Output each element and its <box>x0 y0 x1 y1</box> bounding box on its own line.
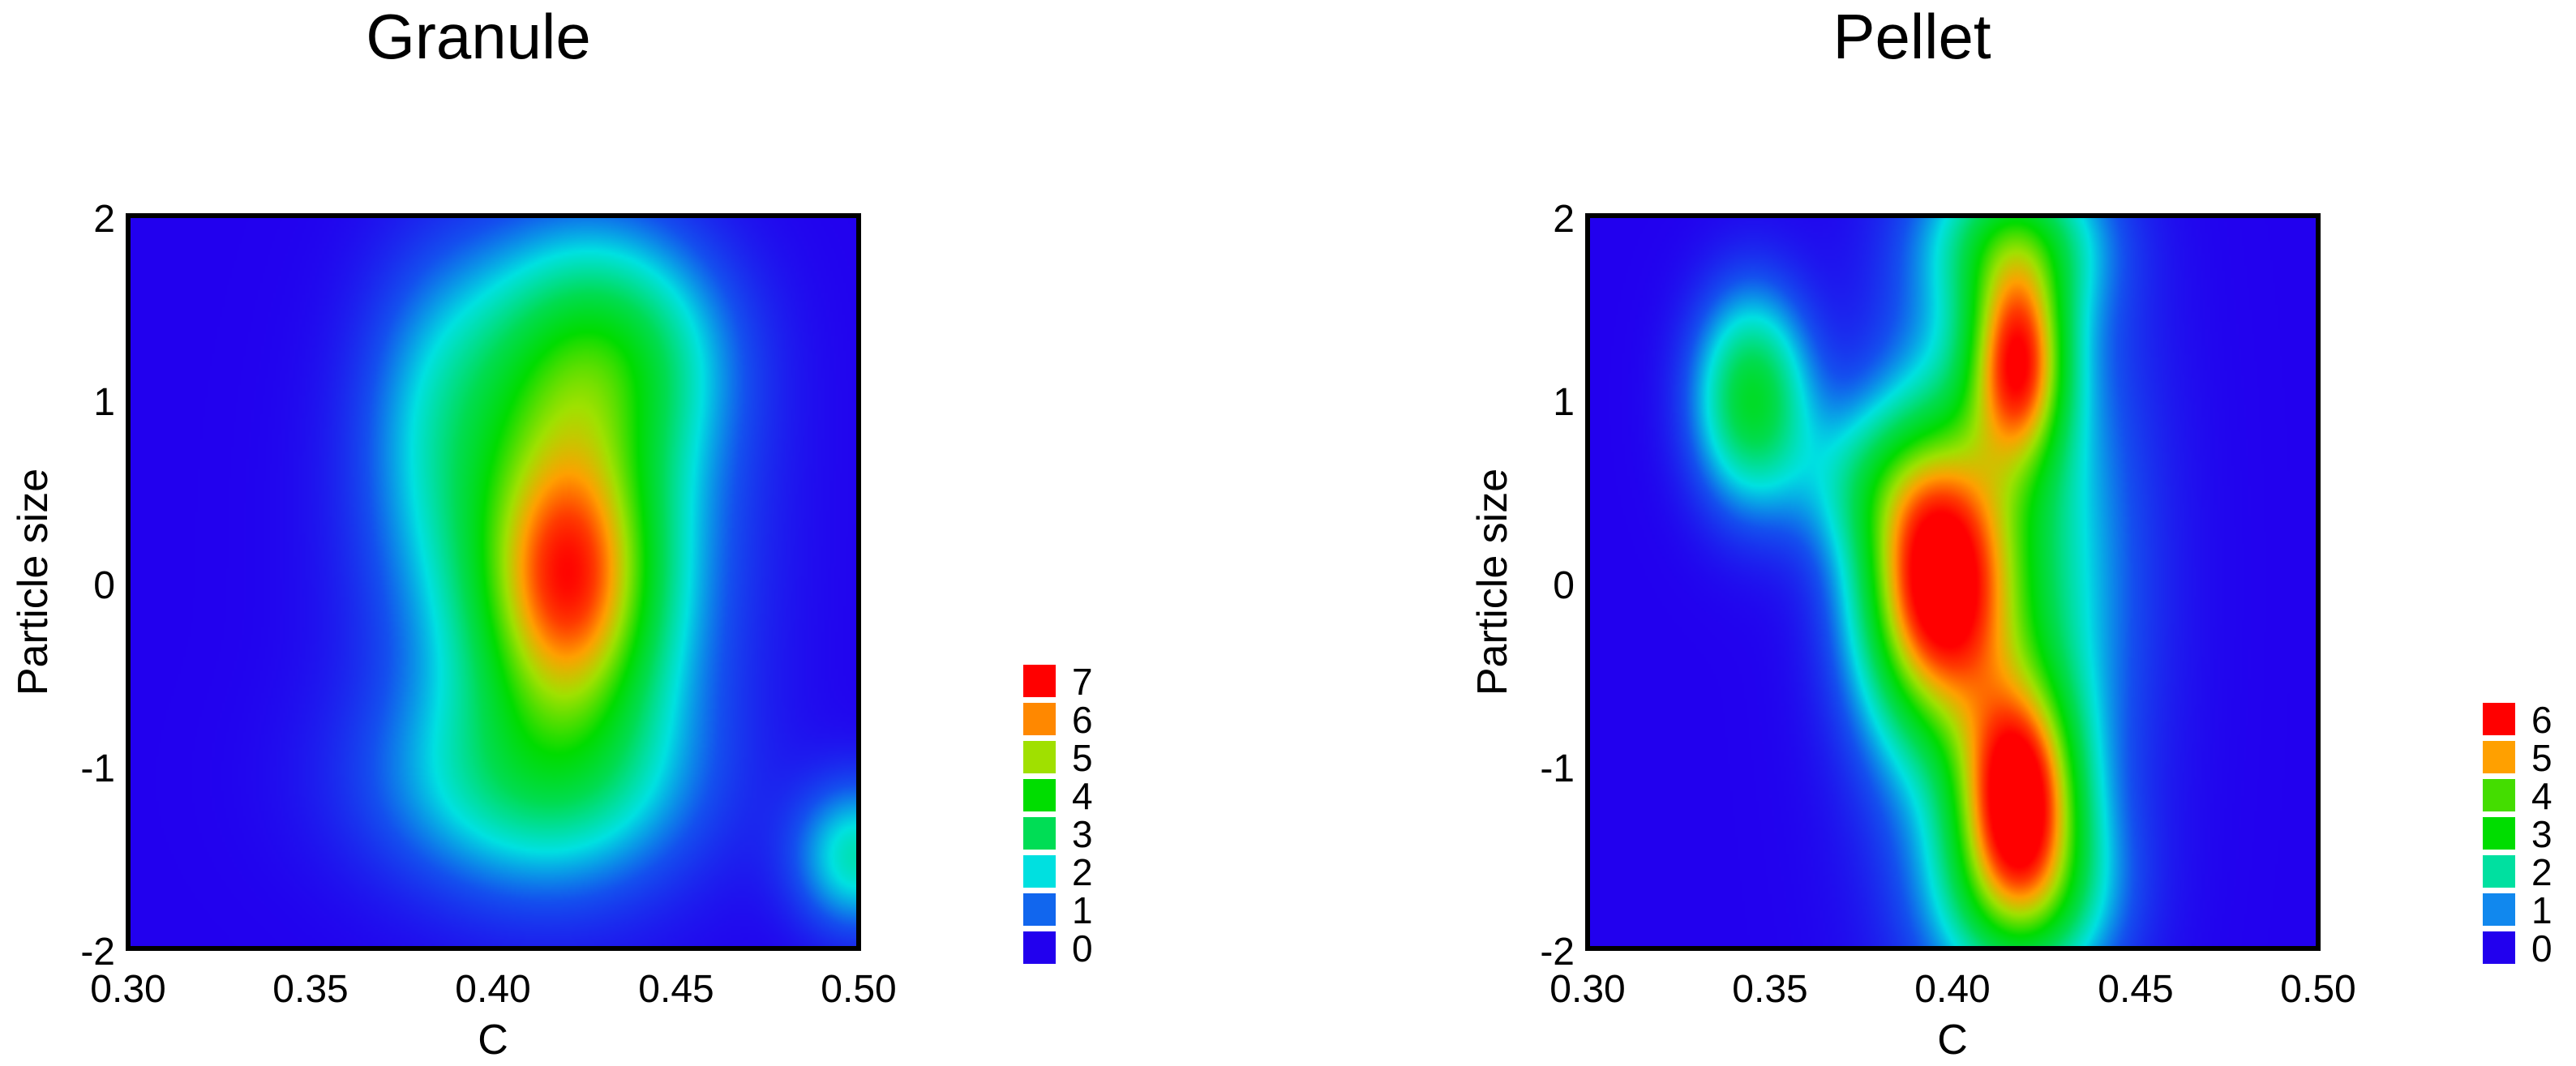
legend-label: 0 <box>1072 927 1093 970</box>
granule-title: Granule <box>366 1 591 72</box>
legend-swatch <box>1023 741 1056 773</box>
granule-y-axis-label: Particle size <box>10 469 57 696</box>
legend-swatch <box>1023 779 1056 811</box>
pellet-title: Pellet <box>1832 1 1991 72</box>
granule-y-tick: -2 <box>80 931 115 974</box>
legend-label: 0 <box>2531 927 2552 970</box>
pellet-x-tick: 0.30 <box>1549 968 1625 1011</box>
pellet-x-tick: 0.35 <box>1732 968 1807 1011</box>
legend-label: 5 <box>1072 737 1093 779</box>
pellet-y-axis-label: Particle size <box>1469 469 1516 696</box>
granule-x-axis-label: C <box>478 1017 508 1064</box>
pellet-y-tick: 2 <box>1553 198 1575 241</box>
legend-label: 2 <box>2531 851 2552 893</box>
legend-label: 1 <box>1072 889 1093 931</box>
granule-x-tick: 0.35 <box>272 968 348 1011</box>
legend-label: 5 <box>2531 737 2552 779</box>
pellet-heatmap <box>1588 216 2318 948</box>
legend-swatch <box>2483 931 2515 964</box>
legend-swatch <box>2483 741 2515 773</box>
granule-y-tick: 2 <box>93 198 115 241</box>
legend-label: 3 <box>2531 813 2552 855</box>
granule-x-tick: 0.30 <box>90 968 165 1011</box>
legend-swatch <box>1023 855 1056 888</box>
granule-y-tick: 1 <box>93 381 115 424</box>
granule-plot-frame <box>126 213 861 951</box>
pellet-x-tick: 0.40 <box>1914 968 1990 1011</box>
pellet-plot-frame <box>1585 213 2321 951</box>
pellet-y-tick: -2 <box>1540 931 1575 974</box>
legend-swatch <box>2483 893 2515 926</box>
legend-swatch <box>2483 817 2515 850</box>
granule-x-tick: 0.45 <box>638 968 714 1011</box>
legend-label: 3 <box>1072 813 1093 855</box>
legend-label: 6 <box>1072 699 1093 741</box>
legend-label: 1 <box>2531 889 2552 931</box>
legend-swatch <box>1023 893 1056 926</box>
legend-swatch <box>1023 931 1056 964</box>
pellet-x-tick: 0.45 <box>2098 968 2173 1011</box>
granule-y-tick: 0 <box>93 564 115 607</box>
legend-label: 4 <box>1072 775 1093 817</box>
pellet-y-tick: -1 <box>1540 747 1575 790</box>
legend-label: 4 <box>2531 775 2552 817</box>
granule-y-tick: -1 <box>80 747 115 790</box>
legend-swatch <box>2483 703 2515 735</box>
pellet-x-tick: 0.50 <box>2280 968 2355 1011</box>
legend-label: 6 <box>2531 699 2552 741</box>
granule-x-tick: 0.40 <box>455 968 530 1011</box>
legend-label: 7 <box>1072 661 1093 703</box>
legend-label: 2 <box>1072 851 1093 893</box>
legend-swatch <box>2483 779 2515 811</box>
pellet-y-tick: 1 <box>1553 381 1575 424</box>
granule-heatmap <box>128 216 859 948</box>
pellet-x-axis-label: C <box>1937 1017 1968 1064</box>
legend-swatch <box>1023 703 1056 735</box>
legend-swatch <box>1023 665 1056 697</box>
granule-panel: Granule 2 1 0 -1 -2 0.30 0.35 0.40 0.45 … <box>10 1 1093 1064</box>
legend-swatch <box>2483 855 2515 888</box>
granule-x-tick: 0.50 <box>821 968 896 1011</box>
legend-swatch <box>1023 817 1056 850</box>
pellet-y-tick: 0 <box>1553 564 1575 607</box>
pellet-panel: Pellet 2 1 0 -1 -2 0.30 0.35 0.40 0.45 0… <box>1469 1 2552 1064</box>
